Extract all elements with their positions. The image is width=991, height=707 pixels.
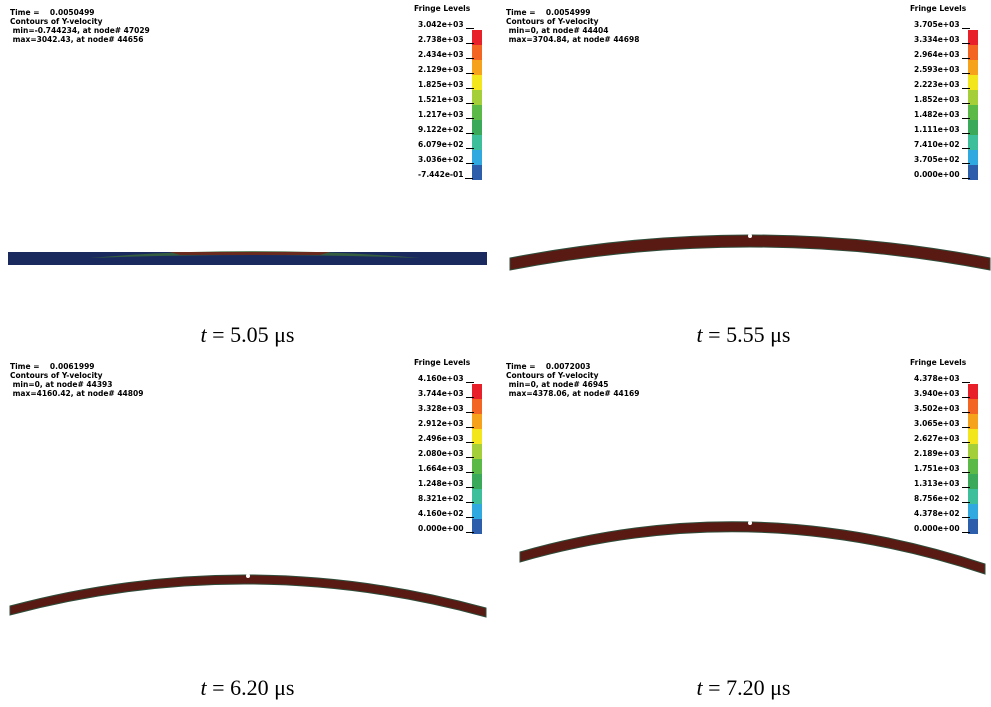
fringe-label: 3.334e+03: [914, 35, 970, 44]
fringe-label: 2.738e+03: [418, 35, 474, 44]
fringe-label: 1.664e+03: [418, 464, 474, 473]
fringe-label: 2.912e+03: [418, 419, 474, 428]
fringe-label: 1.751e+03: [914, 464, 970, 473]
fringe-label: 1.248e+03: [418, 479, 474, 488]
fringe-label: 2.129e+03: [418, 65, 474, 74]
fringe-label: 2.223e+03: [914, 80, 970, 89]
header-line: Contours of Y-velocity: [506, 371, 639, 380]
fringe-label: 1.111e+03: [914, 125, 970, 134]
fringe-label: 4.160e+03: [418, 374, 474, 383]
header-line: Time = 0.0061999: [10, 362, 143, 371]
fringe-label: 3.705e+03: [914, 20, 970, 29]
colorbar-segment: [472, 165, 482, 180]
fringe-label: 1.825e+03: [418, 80, 474, 89]
fringe-label: 4.378e+03: [914, 374, 970, 383]
fringe-label: 6.079e+02: [418, 140, 474, 149]
header-line: max=3704.84, at node# 44698: [506, 35, 639, 44]
fringe-label: 3.328e+03: [418, 404, 474, 413]
plate: [510, 235, 990, 270]
fringe-title: Fringe Levels: [414, 358, 470, 367]
fringe-label: 1.521e+03: [418, 95, 474, 104]
header-line: max=3042.43, at node# 44656: [10, 35, 150, 44]
fringe-label: 3.036e+02: [418, 155, 474, 164]
caption-value: = 5.55 μs: [703, 322, 791, 347]
fringe-label: 1.852e+03: [914, 95, 970, 104]
fringe-title: Fringe Levels: [910, 4, 966, 13]
fringe-label: 2.434e+03: [418, 50, 474, 59]
fringe-title: Fringe Levels: [414, 4, 470, 13]
fringe-label: 2.593e+03: [914, 65, 970, 74]
caption: t = 5.05 μs: [0, 322, 495, 348]
header-line: min=0, at node# 44393: [10, 380, 143, 389]
fringe-label: 2.496e+03: [418, 434, 474, 443]
header-line: min=-0.744234, at node# 47029: [10, 26, 150, 35]
figure: Time = 0.0050499Contours of Y-velocity m…: [0, 0, 991, 707]
fringe-label: 3.065e+03: [914, 419, 970, 428]
fringe-label: 1.313e+03: [914, 479, 970, 488]
header-line: max=4160.42, at node# 44809: [10, 389, 143, 398]
header-line: min=0, at node# 46945: [506, 380, 639, 389]
fringe-title: Fringe Levels: [910, 358, 966, 367]
caption-value: = 7.20 μs: [703, 675, 791, 700]
header-line: Time = 0.0054999: [506, 8, 639, 17]
fringe-label: 2.189e+03: [914, 449, 970, 458]
fringe-label: 2.080e+03: [418, 449, 474, 458]
header-line: min=0, at node# 44404: [506, 26, 639, 35]
fringe-label: 3.744e+03: [418, 389, 474, 398]
header-line: Time = 0.0072003: [506, 362, 639, 371]
header-line: Time = 0.0050499: [10, 8, 150, 17]
panel: Time = 0.0054999Contours of Y-velocity m…: [496, 0, 991, 353]
node-marker: [748, 234, 752, 238]
caption: t = 7.20 μs: [496, 675, 991, 701]
fringe-label: 2.627e+03: [914, 434, 970, 443]
fringe-label: 0.000e+00: [914, 524, 970, 533]
caption-value: = 5.05 μs: [207, 322, 295, 347]
fringe-label: 9.122e+02: [418, 125, 474, 134]
fringe-label: 3.502e+03: [914, 404, 970, 413]
fringe-label: 3.042e+03: [418, 20, 474, 29]
fringe-label: 7.410e+02: [914, 140, 970, 149]
fringe-label: 4.378e+02: [914, 509, 970, 518]
header-line: Contours of Y-velocity: [10, 371, 143, 380]
header-line: Contours of Y-velocity: [506, 17, 639, 26]
node-marker: [748, 521, 752, 525]
fringe-label: 1.482e+03: [914, 110, 970, 119]
fringe-label: 3.940e+03: [914, 389, 970, 398]
node-marker: [246, 574, 250, 578]
fringe-label: 4.160e+02: [418, 509, 474, 518]
header-line: Contours of Y-velocity: [10, 17, 150, 26]
fringe-label: 2.964e+03: [914, 50, 970, 59]
fringe-label: 0.000e+00: [914, 170, 970, 179]
plate-contour: [170, 252, 330, 255]
fringe-label: 1.217e+03: [418, 110, 474, 119]
fringe-label: 0.000e+00: [418, 524, 474, 533]
fringe-label: 8.756e+02: [914, 494, 970, 503]
fringe-label: 3.705e+02: [914, 155, 970, 164]
plate: [10, 575, 486, 617]
caption-value: = 6.20 μs: [207, 675, 295, 700]
fringe-label: 8.321e+02: [418, 494, 474, 503]
fringe-label: -7.442e-01: [418, 170, 473, 179]
panel: Time = 0.0072003Contours of Y-velocity m…: [496, 354, 991, 707]
caption: t = 6.20 μs: [0, 675, 495, 701]
caption: t = 5.55 μs: [496, 322, 991, 348]
header-line: max=4378.06, at node# 44169: [506, 389, 639, 398]
